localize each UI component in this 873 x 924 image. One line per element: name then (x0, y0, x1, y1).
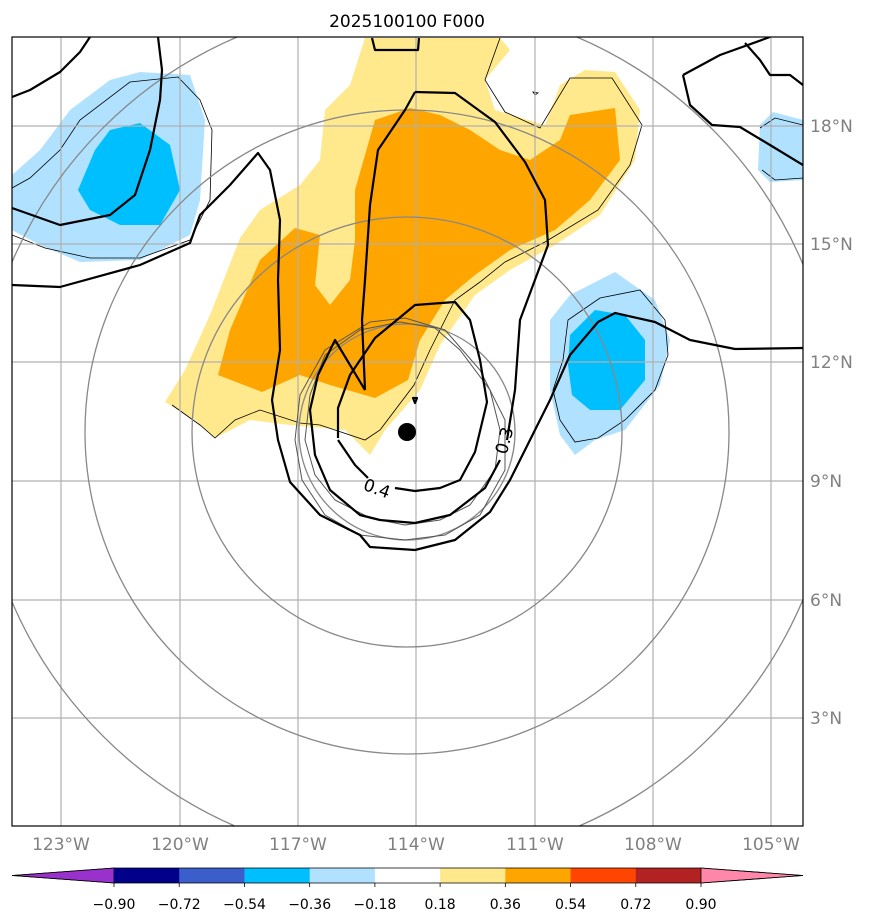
longitude-labels: 123°W 120°W 117°W 114°W 111°W 108°W 105°… (32, 835, 800, 855)
colorbar-swatch (114, 868, 180, 883)
lon-label: 108°W (624, 835, 682, 855)
lon-label: 123°W (32, 835, 90, 855)
shading-outlines (12, 37, 803, 443)
latitude-labels: 18°N 15°N 12°N 9°N 6°N 3°N (810, 117, 853, 729)
colorbar-swatch (374, 868, 441, 883)
colorbar-swatch (505, 868, 572, 883)
lat-label: 15°N (810, 235, 853, 255)
lat-label: 18°N (810, 117, 853, 137)
colorbar-swatch (635, 868, 702, 883)
lon-label: 114°W (387, 835, 445, 855)
thick-contours (12, 37, 803, 552)
colorbar-swatch (570, 868, 637, 883)
colorbar-extend-min (11, 867, 115, 884)
map-frame (11, 36, 804, 827)
colorbar-tick-label: −0.36 (288, 897, 331, 913)
colorbar-tick-label: 0.90 (685, 897, 716, 913)
colorbar-tick-label: −0.18 (353, 897, 396, 913)
lat-label: 3°N (810, 709, 842, 729)
lon-label: 117°W (269, 835, 327, 855)
colorbar-swatch (179, 868, 245, 883)
lat-label: 12°N (810, 353, 853, 373)
colorbar: −0.90 −0.72 −0.54 −0.36 −0.18 0.18 0.36 0.54 0.7… (11, 867, 804, 913)
colorbar-tick-label: 0.72 (620, 897, 651, 913)
colorbar-tick-label: 0.54 (555, 897, 586, 913)
lat-label: 9°N (810, 472, 842, 492)
colorbar-tick-label: −0.54 (223, 897, 266, 913)
colorbar-swatch (440, 868, 506, 883)
colorbar-extend-max (700, 867, 804, 884)
colorbar-swatch (309, 868, 376, 883)
lon-label: 111°W (506, 835, 564, 855)
lat-label: 6°N (810, 591, 842, 611)
colorbar-tick-label: −0.72 (158, 897, 201, 913)
graticule (12, 37, 803, 826)
map-area: 0.4 0.3 (12, 37, 803, 826)
colorbar-swatch (244, 868, 311, 883)
lon-label: 120°W (151, 835, 209, 855)
inner-gray-contours (294, 317, 506, 541)
colorbar-tick-label: −0.90 (93, 897, 136, 913)
positive-anomaly-strong (218, 108, 620, 398)
lon-label: 105°W (742, 835, 800, 855)
storm-center-marker (398, 423, 416, 441)
figure-title: 2025100100 F000 (329, 12, 485, 32)
colorbar-tick-label: 0.36 (490, 897, 521, 913)
colorbar-tick-label: 0.18 (425, 897, 456, 913)
